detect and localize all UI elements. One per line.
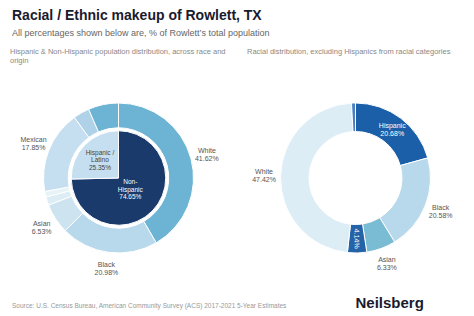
data-label-line: 20.58% <box>429 212 453 219</box>
slice <box>89 103 119 132</box>
ring <box>281 103 431 253</box>
data-label: Hispanic20.68% <box>379 122 406 137</box>
data-label: Non-Hispanic74.65% <box>118 178 144 200</box>
data-label: White47.42% <box>252 168 276 183</box>
data-label-line: Non- <box>123 178 137 185</box>
data-label-line: Black <box>98 261 116 268</box>
data-label-line: Asian <box>378 256 396 263</box>
slice <box>71 131 165 226</box>
source: Source: U.S. Census Bureau, American Com… <box>12 302 287 310</box>
data-label: Hispanic /Latino25.35% <box>86 149 115 171</box>
ring <box>71 131 166 226</box>
data-label: White41.62% <box>195 147 219 162</box>
data-label-line: 20.98% <box>95 269 119 276</box>
data-label-line: 17.85% <box>22 144 46 151</box>
data-label-line: 25.35% <box>89 164 111 171</box>
donut-chart: White41.62% Black20.98% Asian6.53% Mexican1… <box>21 103 219 276</box>
slice <box>356 103 428 166</box>
data-label-line: 47.42% <box>252 176 276 183</box>
donut-chart: Hispanic20.68% Black20.58% Asian6.33% 4.14%… <box>252 103 452 271</box>
data-label: Black20.58% <box>429 204 453 219</box>
chart: Racial / Ethnic makeup of Rowlett, TX All… <box>0 0 474 316</box>
slice <box>363 218 395 252</box>
subtitle: All percentages shown below are, % of Ro… <box>12 28 269 38</box>
title: Racial / Ethnic makeup of Rowlett, TX <box>12 7 262 23</box>
slice <box>281 103 354 252</box>
data-label-line: White <box>198 147 216 154</box>
data-label: 4.14% <box>353 229 360 249</box>
slice <box>71 131 118 179</box>
data-label-line: 6.53% <box>32 228 52 235</box>
brand: Neilsberg <box>356 294 424 311</box>
data-label-line: 20.68% <box>380 130 404 137</box>
data-label-line: 41.62% <box>195 155 219 162</box>
chart-title: Racial distribution, excluding Hispanics… <box>247 47 451 56</box>
chart-title-line: Racial distribution, excluding Hispanics… <box>247 47 451 56</box>
ring <box>43 103 193 253</box>
data-label-line: 4.14% <box>353 229 360 249</box>
data-label-line: White <box>255 168 273 175</box>
data-label-line: Latino <box>91 156 109 163</box>
chart-title-line: Hispanic & Non-Hispanic population distr… <box>10 47 226 56</box>
data-label-line: Asian <box>33 220 51 227</box>
data-label: Asian6.33% <box>377 256 397 271</box>
data-label-line: Mexican <box>21 136 47 143</box>
data-label-line: 6.33% <box>377 264 397 271</box>
data-label: Asian6.53% <box>32 220 52 235</box>
data-label-line: Hispanic <box>379 122 406 130</box>
data-label-line: Black <box>432 204 450 211</box>
chart-title-line: origin <box>10 56 28 65</box>
slice <box>351 103 355 132</box>
data-label-line: 74.65% <box>119 193 141 200</box>
chart-title: Hispanic & Non-Hispanic population distr… <box>10 47 226 65</box>
data-label: Mexican17.85% <box>21 136 47 151</box>
data-label: Black20.98% <box>95 261 119 276</box>
